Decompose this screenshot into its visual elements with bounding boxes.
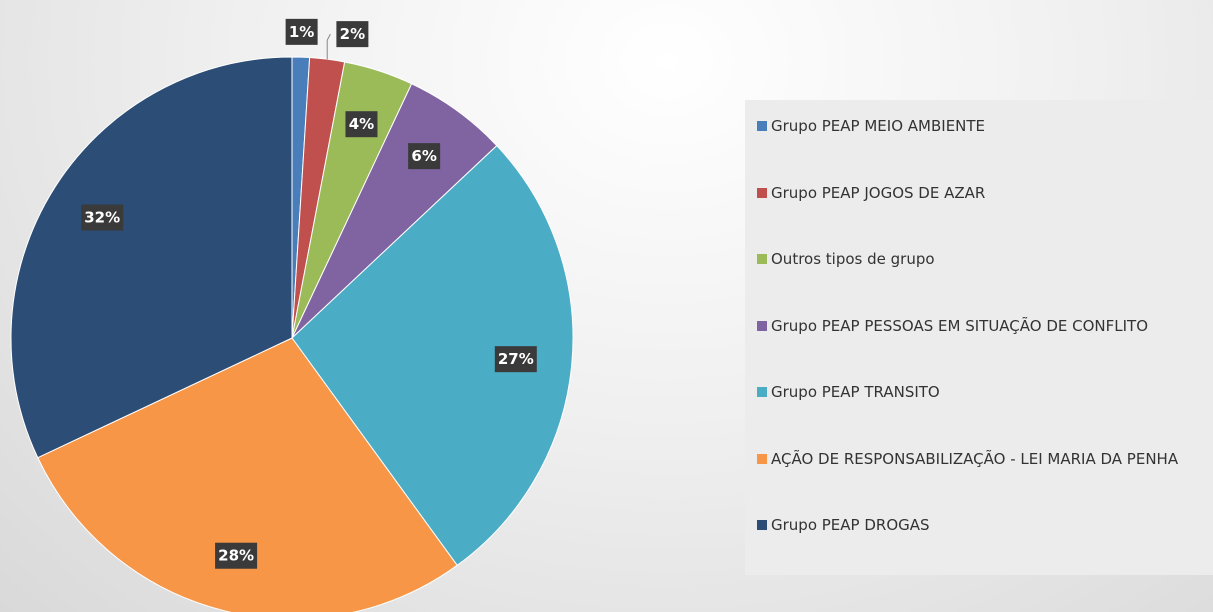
data-label-box [215,542,258,569]
data-label-box [345,111,378,138]
legend-item: Grupo PEAP PESSOAS EM SITUAÇÃO DE CONFLI… [757,316,1213,336]
data-label-box [494,346,537,373]
legend-swatch [757,453,767,464]
legend-swatch [757,254,767,264]
data-label: 32% [84,209,120,227]
data-label-box [408,143,441,170]
legend-label: AÇÃO DE RESPONSABILIZAÇÃO - LEI MARIA DA… [771,449,1179,468]
legend-item: Grupo PEAP MEIO AMBIENTE [757,116,1213,136]
legend-swatch [757,320,767,331]
legend-label: Grupo PEAP TRANSITO [771,383,940,401]
legend-label: Outros tipos de grupo [771,250,935,268]
leader-line [326,33,331,60]
legend-item: Outros tipos de grupo [757,249,1213,269]
legend-label: Grupo PEAP MEIO AMBIENTE [771,117,986,135]
legend-label: Grupo PEAP DROGAS [771,516,930,534]
legend-item: Grupo PEAP JOGOS DE AZAR [757,183,1213,203]
data-label-box [285,18,318,45]
data-label: 1% [289,23,314,41]
legend-swatch [757,520,767,530]
legend-label: Grupo PEAP PESSOAS EM SITUAÇÃO DE CONFLI… [771,316,1149,335]
legend: Grupo PEAP MEIO AMBIENTE Grupo PEAP JOGOS… [745,100,1213,575]
legend-swatch [757,387,767,397]
legend-label: Grupo PEAP JOGOS DE AZAR [771,183,986,202]
data-label: 6% [411,147,436,165]
data-label-box [81,204,124,231]
pie-slice [291,144,574,567]
pie-slice [10,56,293,459]
legend-item: AÇÃO DE RESPONSABILIZAÇÃO - LEI MARIA DA… [757,449,1213,469]
legend-item: Grupo PEAP DROGAS [757,515,1213,535]
data-label: 2% [340,25,365,43]
legend-item: Grupo PEAP TRANSITO [757,382,1213,402]
data-label: 4% [349,115,374,133]
data-label: 28% [218,547,254,565]
pie-slice [37,337,458,612]
data-label: 27% [498,350,534,368]
data-label-box [336,21,369,48]
legend-swatch [757,187,767,198]
legend-swatch [757,121,767,131]
